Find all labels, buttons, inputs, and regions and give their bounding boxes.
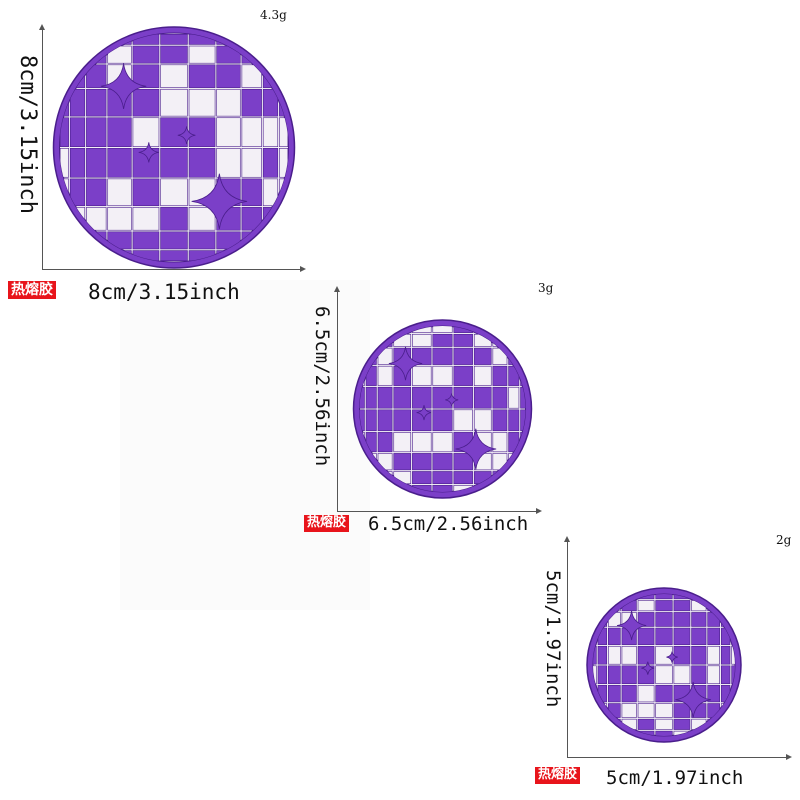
hot-melt-badge: 热熔胶	[8, 281, 56, 300]
height-axis-arrow	[334, 286, 340, 292]
width-axis-arrow	[536, 508, 542, 514]
width-axis	[337, 511, 537, 512]
disco-ball-patch	[586, 587, 742, 743]
weight-label: 3g	[538, 281, 554, 295]
width-axis	[567, 757, 789, 758]
height-axis	[42, 28, 43, 270]
hot-melt-badge: 热熔胶	[304, 515, 350, 532]
width-label: 8cm/3.15inch	[88, 280, 240, 304]
width-axis-arrow	[300, 266, 306, 272]
width-label: 5cm/1.97inch	[606, 767, 744, 789]
weight-label: 2g	[776, 533, 792, 547]
width-axis-arrow	[786, 754, 792, 760]
background-panel	[120, 280, 370, 610]
height-axis	[567, 540, 568, 758]
height-axis	[337, 290, 338, 512]
height-label: 6.5cm/2.56inch	[311, 306, 333, 467]
height-label: 5cm/1.97inch	[542, 570, 564, 708]
disco-ball-patch	[52, 26, 296, 269]
height-axis-arrow	[564, 536, 570, 542]
width-axis	[42, 269, 302, 270]
width-label: 6.5cm/2.56inch	[368, 513, 529, 535]
weight-label: 4.3g	[260, 8, 287, 22]
disco-ball-patch	[352, 319, 533, 499]
height-axis-arrow	[39, 24, 45, 30]
height-label: 8cm/3.15inch	[15, 55, 40, 214]
hot-melt-badge: 热熔胶	[535, 767, 581, 784]
